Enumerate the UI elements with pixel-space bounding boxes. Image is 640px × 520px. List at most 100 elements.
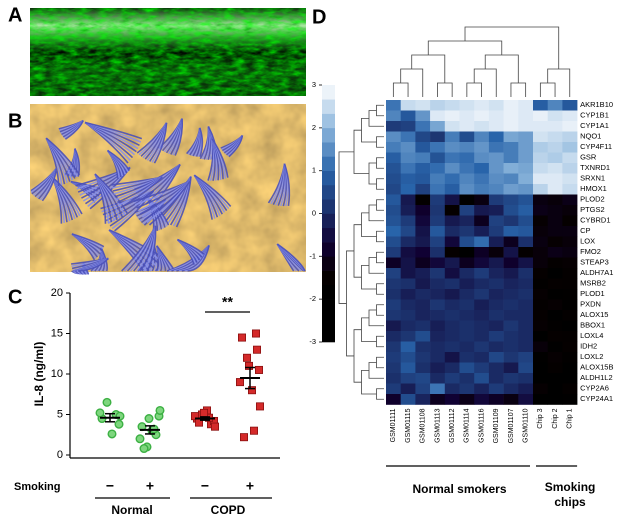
heatmap-cell (386, 289, 401, 300)
heatmap-cell (562, 205, 578, 216)
heatmap-cell (503, 100, 519, 111)
cilium (187, 245, 210, 272)
heatmap-cell (444, 362, 460, 374)
row-label: CYP4F11 (580, 142, 612, 151)
heatmap-cell (415, 268, 431, 279)
heatmap-cell (459, 257, 475, 269)
heatmap-cell (547, 373, 563, 384)
heatmap-cell (518, 236, 534, 248)
heatmap-cell (400, 383, 416, 395)
heatmap-cell (533, 310, 548, 321)
heatmap-cell (474, 163, 490, 174)
heatmap-cell (533, 383, 548, 395)
heatmap-cell (488, 100, 504, 111)
colorbar-step (322, 85, 335, 100)
heatmap-cell (503, 383, 519, 395)
heatmap-cell (400, 247, 416, 258)
data-point (252, 345, 261, 354)
heatmap-cell (533, 289, 548, 300)
heatmap-cell (562, 331, 578, 342)
heatmap-cell (474, 110, 490, 122)
heatmap-cell (533, 173, 548, 185)
heatmap-cell (533, 226, 548, 237)
heatmap-cell (430, 100, 446, 111)
cilium (114, 190, 155, 232)
panel-label: C (8, 286, 22, 308)
heatmap-cell (474, 289, 490, 300)
heatmap-cell (562, 247, 578, 258)
heatmap-cell (518, 184, 534, 195)
heatmap-cell (444, 268, 460, 279)
heatmap-cell (444, 383, 460, 395)
row-label: ALDH1L2 (580, 373, 613, 382)
heatmap-cell (400, 394, 416, 405)
colorbar-step (322, 256, 335, 271)
heatmap-cell (444, 215, 460, 227)
heatmap-cell (518, 320, 534, 332)
heatmap-cell (459, 247, 475, 258)
heatmap-cell (400, 362, 416, 374)
heatmap-cell (518, 257, 534, 269)
heatmap-cell (547, 362, 563, 374)
heatmap-cell (444, 152, 460, 164)
row-label: LOXL4 (580, 331, 603, 340)
heatmap-cell (430, 184, 446, 195)
heatmap-cell (400, 173, 416, 185)
heatmap-cell (503, 163, 519, 174)
data-point (114, 419, 124, 429)
heatmap-cell (562, 268, 578, 279)
heatmap-cell (444, 205, 460, 216)
heatmap-cell (474, 152, 490, 164)
heatmap-cell (533, 394, 548, 405)
heatmap-cell (415, 184, 431, 195)
heatmap-cell (518, 226, 534, 237)
heatmap-cell (518, 383, 534, 395)
dendrogram (376, 335, 384, 348)
data-point (255, 402, 264, 411)
significance: ** (222, 294, 233, 310)
heatmap-cell (474, 194, 490, 206)
panel-label: D (312, 6, 326, 28)
heatmap-cell (533, 215, 548, 227)
heatmap-cell (386, 352, 401, 363)
heatmap-cell (444, 163, 460, 174)
heatmap-cell (474, 121, 490, 132)
heatmap-cell (430, 341, 446, 353)
heatmap-cell (562, 152, 578, 164)
heatmap-cell (400, 226, 416, 237)
heatmap-cell (547, 152, 563, 164)
heatmap-cell (503, 121, 519, 132)
heatmap-cell (386, 152, 401, 164)
heatmap-cell (459, 142, 475, 153)
heatmap-cell (503, 173, 519, 185)
heatmap-cell (430, 268, 446, 279)
column-label: GSM01108 (420, 408, 427, 443)
heatmap-cell (415, 299, 431, 311)
dendrogram (510, 82, 527, 97)
dendrogram (346, 250, 354, 357)
heatmap-cell (386, 142, 401, 153)
heatmap-cell (547, 121, 563, 132)
y-tick-label: 5 (57, 408, 63, 420)
heatmap-cell (430, 110, 446, 122)
row-label: TXNRD1 (580, 163, 610, 172)
heatmap-cell (518, 163, 534, 174)
y-tick-label: 0 (57, 449, 63, 461)
heatmap-cell (400, 184, 416, 195)
heatmap-cell (503, 341, 519, 353)
heatmap-cell (474, 205, 490, 216)
heatmap-cell (503, 299, 519, 311)
heatmap-cell (547, 163, 563, 174)
heatmap-cell (400, 299, 416, 311)
heatmap-cell (386, 173, 401, 185)
heatmap-cell (547, 383, 563, 395)
heatmap-cell (547, 331, 563, 342)
heatmap-cell (430, 173, 446, 185)
heatmap-cell (400, 194, 416, 206)
heatmap-cell (400, 100, 416, 111)
heatmap-cell (474, 257, 490, 269)
dendrogram (376, 304, 384, 316)
dendrogram (392, 82, 409, 97)
column-label: GSM01114 (464, 408, 471, 442)
heatmap-cell (386, 194, 401, 206)
